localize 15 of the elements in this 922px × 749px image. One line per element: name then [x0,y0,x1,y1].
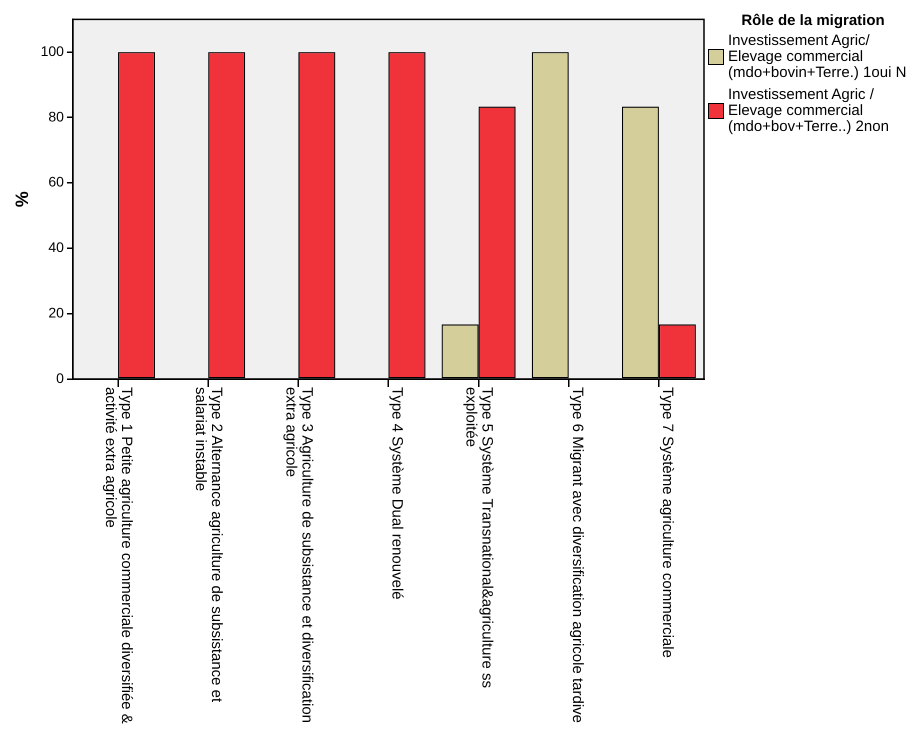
y-tick-label: 0 [56,370,64,386]
legend-title: Rôle de la migration [740,12,886,29]
legend-label: Investissement Agric/ Elevage commercial (mdo+bovin+Terre.) 1oui N [728,32,908,81]
y-axis-title: % [12,191,32,208]
x-tick-label: Type 4 Système Dual renouvelé [388,387,406,600]
x-tick-label: Type 1 Petite agriculture commerciale diversifiée & activité extra agricole [102,387,136,726]
x-tick-label: Type 7 Système agriculture commerciale [658,387,676,658]
y-tick-label: 60 [48,174,64,190]
y-tick-label: 80 [48,108,64,124]
x-tick-label: Type 5 Système Transnational&agriculture ss exploitée [462,387,496,690]
y-tick-label: 100 [40,42,64,59]
x-tick-label: Type 6 Migrant avec diversification agricole tardive [568,387,586,723]
legend-label: Investissement Agric / Elevage commercial (mdo+bov+Terre..) 2non [728,86,890,135]
y-tick-label: 20 [48,304,64,320]
y-tick-label: 40 [48,239,64,256]
